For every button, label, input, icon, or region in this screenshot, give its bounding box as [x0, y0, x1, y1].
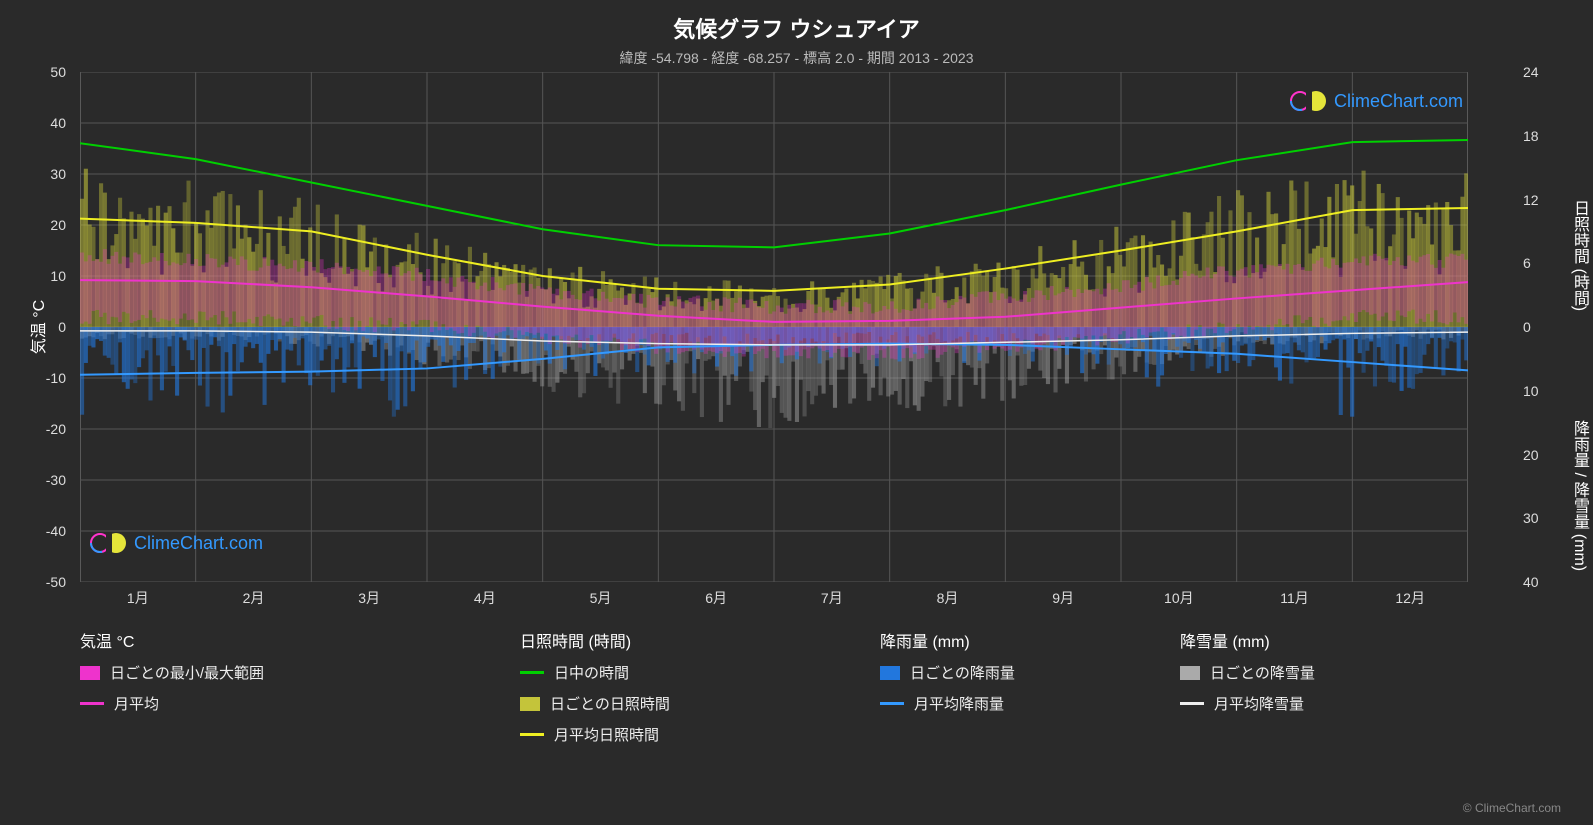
y-left-tick: -20	[46, 421, 66, 437]
x-month-tick: 8月	[937, 588, 959, 608]
legend-title: 降雨量 (mm)	[880, 628, 1015, 652]
legend-item: 月平均降雨量	[880, 693, 1015, 714]
legend-title: 降雪量 (mm)	[1180, 628, 1315, 652]
y-left-ticks: -50-40-30-20-1001020304050	[0, 72, 74, 582]
x-month-tick: 1月	[127, 588, 149, 608]
legend-label: 月平均	[114, 693, 159, 714]
y-left-tick: 20	[50, 217, 66, 233]
legend-label: 月平均降雨量	[914, 693, 1004, 714]
y-right-tick: 0	[1523, 319, 1531, 335]
legend-swatch	[520, 733, 544, 736]
legend-item: 日中の時間	[520, 662, 670, 683]
x-month-tick: 12月	[1395, 588, 1425, 608]
x-month-tick: 10月	[1164, 588, 1194, 608]
legend-label: 月平均日照時間	[554, 724, 659, 745]
x-month-tick: 2月	[243, 588, 265, 608]
legend-swatch	[1180, 666, 1200, 680]
legend-title: 気温 °C	[80, 628, 264, 652]
y-left-tick: 10	[50, 268, 66, 284]
legend-item: 日ごとの最小/最大範囲	[80, 662, 264, 683]
brand-logo-top: ClimeChart.com	[1290, 88, 1463, 114]
legend-title: 日照時間 (時間)	[520, 628, 670, 652]
legend-swatch	[80, 666, 100, 680]
logo-icon	[1290, 88, 1328, 114]
y-right-ticks: 0612182410203040	[1515, 72, 1571, 582]
x-month-tick: 4月	[474, 588, 496, 608]
y-left-tick: -50	[46, 574, 66, 590]
legend-swatch	[520, 671, 544, 674]
legend-label: 月平均降雪量	[1214, 693, 1304, 714]
x-month-tick: 9月	[1052, 588, 1074, 608]
y-left-tick: -30	[46, 472, 66, 488]
legend-swatch	[80, 702, 104, 705]
legend-swatch	[520, 697, 540, 711]
legend-label: 日ごとの最小/最大範囲	[110, 662, 264, 683]
y-left-tick: 0	[58, 319, 66, 335]
y-right-tick: 40	[1523, 574, 1539, 590]
brand-text: ClimeChart.com	[134, 533, 263, 554]
y-left-tick: 30	[50, 166, 66, 182]
y-right-tick: 30	[1523, 510, 1539, 526]
x-month-tick: 6月	[705, 588, 727, 608]
legend-label: 日中の時間	[554, 662, 629, 683]
x-month-tick: 11月	[1280, 588, 1309, 608]
y-left-tick: 40	[50, 115, 66, 131]
legend-item: 日ごとの降雪量	[1180, 662, 1315, 683]
legend-item: 月平均	[80, 693, 264, 714]
legend-item: 月平均降雪量	[1180, 693, 1315, 714]
y-right-tick: 20	[1523, 447, 1539, 463]
legend-label: 日ごとの日照時間	[550, 693, 670, 714]
y-right-tick: 18	[1523, 128, 1539, 144]
chart-title: 気候グラフ ウシュアイア	[0, 0, 1593, 44]
y-right-tick: 10	[1523, 383, 1539, 399]
legend-column: 降雪量 (mm) 日ごとの降雪量月平均降雪量	[1180, 628, 1315, 724]
legend-item: 月平均日照時間	[520, 724, 670, 745]
legend-column: 降雨量 (mm) 日ごとの降雨量月平均降雨量	[880, 628, 1015, 724]
y-right-tick: 12	[1523, 192, 1539, 208]
footer-copyright: © ClimeChart.com	[1463, 801, 1561, 815]
legend-item: 日ごとの降雨量	[880, 662, 1015, 683]
y-right-tick: 6	[1523, 255, 1531, 271]
y-left-tick: -40	[46, 523, 66, 539]
logo-icon	[90, 530, 128, 556]
legend-swatch	[880, 702, 904, 705]
legend-column: 気温 °C 日ごとの最小/最大範囲月平均	[80, 628, 264, 724]
x-month-labels: 1月 2月 3月 4月 5月 6月 7月 8月 9月 10月 11月 12月	[80, 588, 1468, 608]
legend-label: 日ごとの降雨量	[910, 662, 1015, 683]
brand-logo-bottom: ClimeChart.com	[90, 530, 263, 556]
x-month-tick: 3月	[358, 588, 380, 608]
x-month-tick: 7月	[821, 588, 843, 608]
legend-item: 日ごとの日照時間	[520, 693, 670, 714]
legend-column: 日照時間 (時間) 日中の時間日ごとの日照時間月平均日照時間	[520, 628, 670, 755]
y-left-tick: -10	[46, 370, 66, 386]
chart-subtitle: 緯度 -54.798 - 経度 -68.257 - 標高 2.0 - 期間 20…	[0, 44, 1593, 68]
brand-text: ClimeChart.com	[1334, 91, 1463, 112]
x-month-tick: 5月	[590, 588, 612, 608]
climate-chart	[80, 72, 1468, 582]
y-left-tick: 50	[50, 64, 66, 80]
y-right-tick: 24	[1523, 64, 1539, 80]
legend-swatch	[880, 666, 900, 680]
legend-swatch	[1180, 702, 1204, 705]
legend-label: 日ごとの降雪量	[1210, 662, 1315, 683]
